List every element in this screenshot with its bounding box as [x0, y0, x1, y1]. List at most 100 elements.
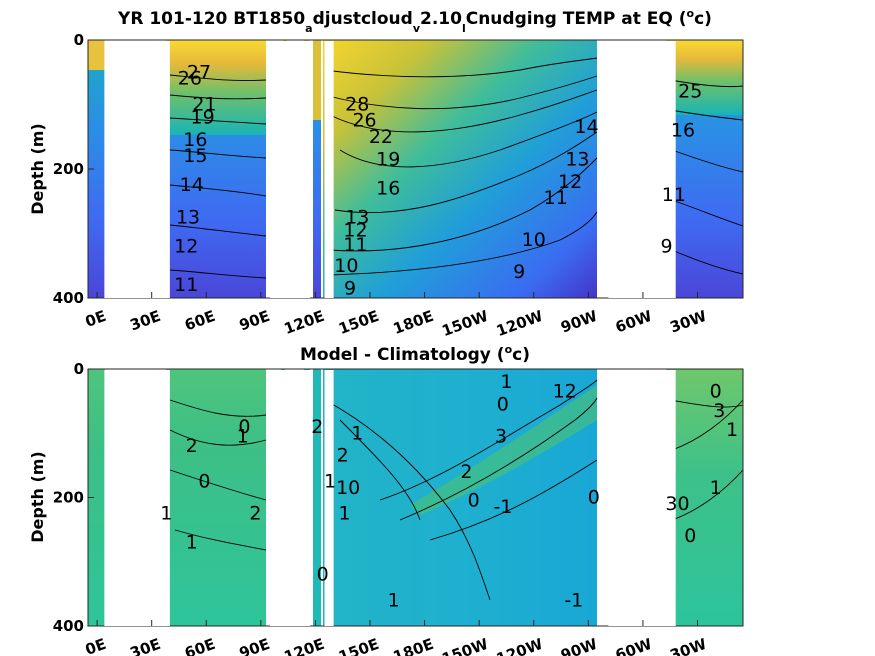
temperature-xtick-label: 90E [237, 307, 272, 335]
temperature-ytick-label: 200 [53, 160, 84, 178]
difference-contour-label: 3 [495, 425, 507, 447]
diff-pacific-warm-band [410, 385, 597, 515]
temperature-contour-label: 21 [192, 94, 216, 116]
difference-contour-label: 0 [497, 393, 509, 415]
temperature-contour-label: 13 [176, 206, 200, 228]
difference-contour-label: 0 [710, 380, 722, 402]
difference-contour-label: 0 [238, 416, 250, 438]
difference-contour-label: 1 [324, 470, 336, 492]
temperature-contour-label: 9 [513, 261, 525, 283]
difference-contour-label: 2 [311, 416, 323, 438]
difference-contour-label: 1 [388, 589, 400, 611]
temperature-contour-label: 12 [558, 171, 582, 193]
temperature-xtick-label: 150E [336, 307, 381, 338]
temperature-contour-label: 11 [662, 184, 686, 206]
difference-contour-label: 2 [337, 445, 349, 467]
temperature-panel: YR 101-120 BT1850adjustcloudv2.10lCnudgi… [28, 7, 744, 340]
diff-indian-ocean [166, 369, 266, 626]
difference-contour-label: 1 [338, 503, 350, 525]
difference-contour-label: -1 [493, 496, 512, 518]
difference-contours [169, 379, 744, 601]
temperature-xtick-label: 120E [282, 307, 327, 338]
temperature-xtick-label: 30E [128, 307, 163, 335]
temperature-xtick-label: 150W [439, 307, 491, 340]
temperature-contour-label: 16 [376, 177, 400, 199]
difference-xtick-label: 0E [83, 635, 109, 656]
difference-contour-label: 1 [726, 419, 738, 441]
difference-title: Model - Climatology (oc) [300, 343, 530, 365]
temperature-ylabel: Depth (m) [28, 123, 47, 215]
difference-ticks: 0E 30E 60E 90E 120E 150E 180E 150W 120W 90W 60W 30W… [53, 360, 710, 656]
difference-land-mask [608, 370, 676, 626]
difference-xtick-label: 60W [613, 635, 655, 656]
temperature-ytick-label: 0 [74, 31, 84, 49]
temperature-xtick-label: 180E [391, 307, 436, 338]
difference-contour-label: 0 [198, 470, 210, 492]
temperature-ticks: 0E 30E 60E 90E 120E 150E 180E 150W 120W 90W 60W 30W… [53, 31, 710, 340]
difference-xtick-label: 120W [494, 635, 546, 656]
difference-contour-label: 0 [684, 525, 696, 547]
temperature-contour-label: 19 [191, 106, 215, 128]
temperature-contour-label: 11 [343, 234, 367, 256]
difference-contour-label: 2 [186, 435, 198, 457]
temperature-contour-label: 19 [376, 148, 400, 170]
temperature-xtick-label: 30W [668, 307, 710, 337]
difference-contour-label: 2 [460, 461, 472, 483]
difference-contour-label: 3 [713, 400, 725, 422]
field-pacific [323, 40, 597, 298]
temperature-contour-label: 10 [334, 255, 358, 277]
temperature-contour-label: 13 [345, 206, 369, 228]
temperature-contour-label: 11 [174, 274, 198, 296]
difference-ylabel: Depth (m) [28, 451, 47, 543]
difference-ytick-label: 400 [53, 617, 84, 635]
temperature-contour-label: 26 [178, 68, 202, 90]
temperature-contour-label: 25 [678, 81, 702, 103]
field-sliver-3 [313, 40, 321, 298]
difference-panel: Model - Climatology (oc) 0E 30E 60E 90E 120E… [28, 343, 744, 656]
temperature-xtick-label: 90W [558, 307, 600, 337]
difference-ytick-label: 0 [74, 360, 84, 378]
diff-strip-west [88, 369, 105, 626]
field-atlantic-warm [666, 40, 743, 115]
difference-xtick-label: 150E [336, 635, 381, 656]
difference-xtick-label: 30E [128, 635, 163, 656]
temperature-ytick-label: 400 [53, 289, 84, 307]
temperature-contour-label: 22 [369, 126, 393, 148]
temperature-contour-label: 14 [574, 116, 598, 138]
diff-pacific [323, 369, 597, 626]
difference-contour-label: 0 [588, 487, 600, 509]
temperature-contour-label: 14 [180, 174, 204, 196]
temperature-contour-label: 12 [343, 219, 367, 241]
temperature-land-mask [104, 41, 170, 298]
temperature-land-mask [269, 41, 310, 298]
temperature-xtick-label: 60E [182, 307, 217, 335]
temperature-contour-label: 16 [671, 119, 695, 141]
difference-xtick-label: 120E [282, 635, 327, 656]
difference-contour-label: -1 [564, 589, 583, 611]
difference-xtick-label: 60E [182, 635, 217, 656]
difference-xtick-label: 150W [439, 635, 491, 656]
diff-atlantic [666, 369, 743, 626]
difference-xtick-label: 90W [558, 635, 600, 656]
diff-sliver-3 [313, 369, 321, 626]
temperature-xtick-label: 0E [83, 307, 109, 331]
temperature-land-mask [324, 41, 334, 298]
difference-contour-label: 1 [351, 422, 363, 444]
difference-land-mask [269, 370, 310, 626]
temperature-contour-label: 13 [565, 148, 589, 170]
difference-contour-label: 1 [160, 503, 172, 525]
temperature-contour-label: 10 [522, 229, 546, 251]
temperature-land-mask [608, 41, 676, 298]
temperature-contour-label: 27 [187, 61, 211, 83]
temperature-contour-label: 12 [174, 235, 198, 257]
field-strip-west-surface [88, 40, 105, 70]
temperature-contour-label: 11 [544, 187, 568, 209]
difference-xtick-label: 90E [237, 635, 272, 656]
difference-xtick-label: 30W [668, 635, 710, 656]
temperature-contours [169, 57, 744, 279]
difference-xtick-label: 180E [391, 635, 436, 656]
difference-land-mask [324, 370, 334, 626]
difference-contour-label: 1 [237, 425, 249, 447]
temperature-xtick-label: 60W [613, 307, 655, 337]
temperature-contour-label: 9 [661, 235, 673, 257]
